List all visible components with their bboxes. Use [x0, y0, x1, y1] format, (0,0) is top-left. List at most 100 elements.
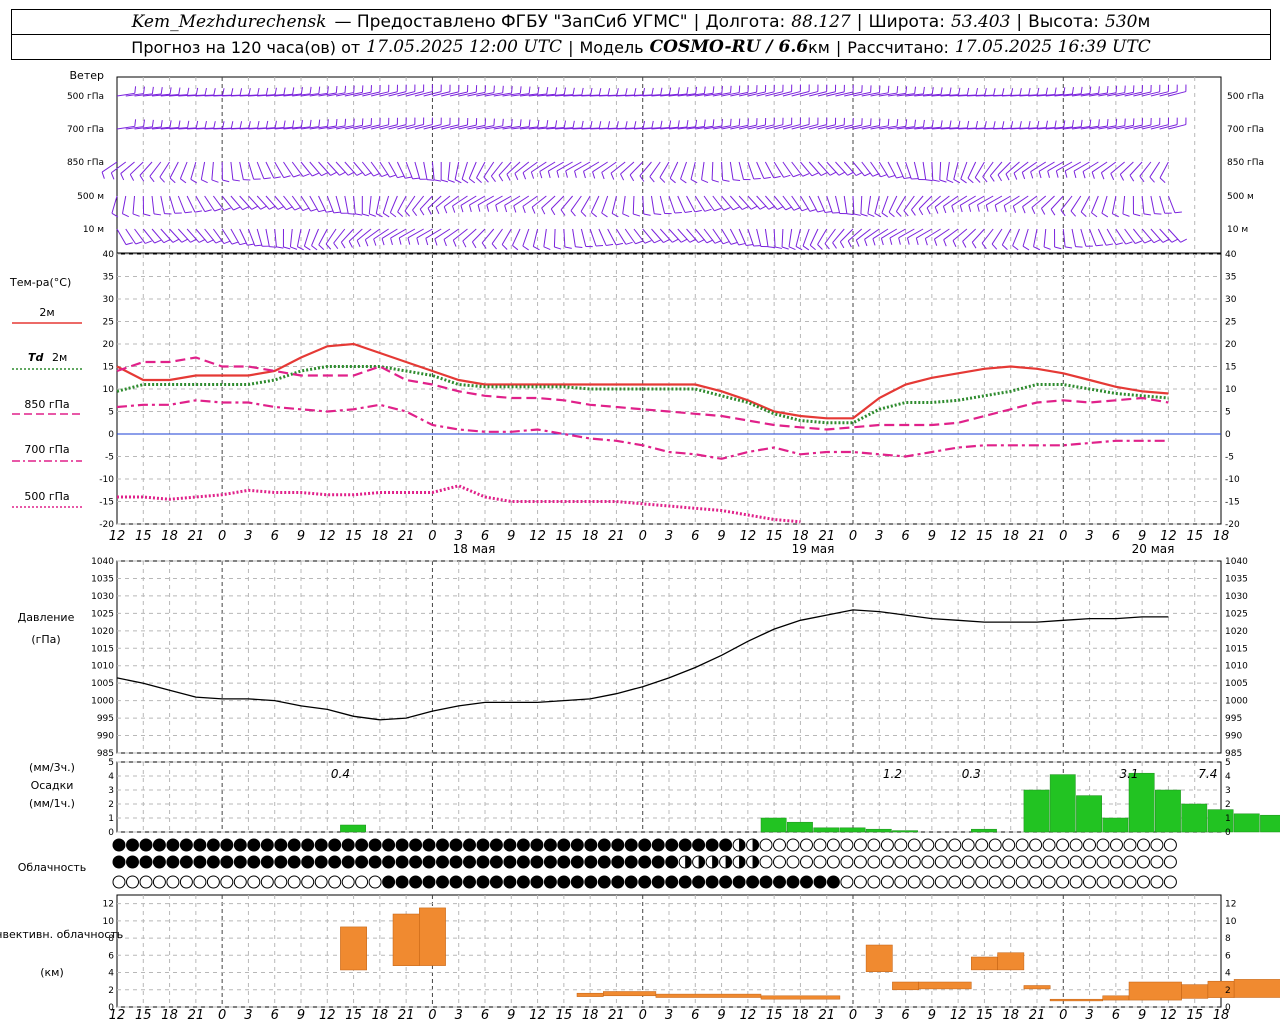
wind-barb-flag	[302, 173, 310, 177]
y-tick-label-left: 3	[108, 786, 114, 796]
wind-barb	[598, 228, 614, 246]
y-tick-label-right: -15	[1225, 498, 1240, 508]
cloud-symbol	[328, 875, 342, 889]
cloud-symbol	[948, 855, 962, 869]
legend-2m-label: 2м	[39, 306, 54, 319]
wind-barb	[449, 84, 469, 97]
wind-barb	[1139, 161, 1152, 183]
cloud-symbol	[301, 838, 315, 852]
wind-barb-flag	[143, 86, 145, 94]
wind-barb-flag	[153, 213, 162, 216]
wind-barb	[134, 119, 154, 130]
wind-barb-shaft	[1003, 195, 1020, 206]
wind-barb	[361, 195, 370, 217]
wind-barb	[151, 120, 172, 130]
wind-barb	[791, 84, 810, 97]
wind-barb-flag	[554, 87, 558, 95]
wind-barb	[1064, 161, 1082, 178]
wind-barb-shaft	[541, 195, 556, 209]
wind-barb-shaft	[800, 161, 813, 177]
pressure-line	[116, 609, 1169, 721]
wind-barb	[911, 195, 924, 216]
wind-barb-shaft	[449, 124, 468, 130]
x-hour-label-lower: 9	[928, 1008, 936, 1023]
cloud-circle	[692, 838, 706, 852]
temperature-title: Тем-ра(°C)	[9, 276, 71, 289]
wind-barb-shaft	[960, 161, 968, 180]
wind-barb-shaft	[300, 195, 312, 212]
wind-barb	[764, 161, 781, 179]
cloud-symbol	[112, 875, 126, 889]
y-tick-label-left: 1005	[91, 679, 114, 689]
cloud-symbol	[557, 875, 571, 889]
wind-barb	[419, 195, 433, 216]
wind-barb-shaft	[265, 93, 284, 97]
wind-barb-shaft	[747, 228, 755, 247]
wind-barb-flag	[680, 238, 688, 243]
x-hour-label-upper: 9	[717, 529, 725, 544]
y-tick-label-left: 10	[103, 917, 115, 927]
wind-barb-shaft	[309, 195, 320, 212]
wind-barb-shaft	[1060, 195, 1073, 211]
wind-barb	[1159, 84, 1178, 97]
wind-barb	[832, 228, 845, 249]
cloud-symbol	[570, 875, 584, 889]
wind-barb-flag	[984, 88, 987, 96]
x-hour-label-upper: 3	[1085, 529, 1093, 544]
wind-barb	[826, 161, 846, 176]
wind-barb-shaft	[101, 161, 118, 173]
wind-barb-flag	[644, 240, 652, 244]
wind-barb-flag	[125, 242, 133, 246]
cloud-symbol	[975, 838, 989, 852]
wind-barb	[756, 228, 768, 248]
legend-500-label: 500 гПа	[24, 490, 69, 503]
wind-barb-shaft	[695, 125, 714, 130]
cloud-symbol	[1042, 855, 1056, 869]
wind-barb-shaft	[1115, 124, 1134, 130]
wind-barb-flag	[570, 210, 576, 217]
wind-barb-shaft	[289, 228, 293, 247]
cloud-symbol	[530, 875, 544, 889]
cloud-symbol	[112, 838, 126, 852]
wind-barb-flag	[949, 87, 952, 95]
cloud-circle	[530, 838, 544, 852]
wind-barb-flag	[348, 213, 356, 215]
wind-barb	[808, 195, 825, 213]
wind-barb-flag	[989, 175, 995, 182]
wind-barb	[1019, 120, 1040, 130]
wind-barb-shaft	[931, 126, 950, 130]
cloud-circle	[179, 838, 193, 852]
wind-barb	[498, 161, 512, 182]
wind-barb-shaft	[1033, 228, 1038, 247]
cloud-symbol	[1150, 855, 1164, 869]
wind-barb-flag	[839, 241, 845, 249]
cloud-symbol	[1002, 855, 1016, 869]
cloud-symbol	[853, 875, 867, 889]
wind-barb-shaft	[125, 228, 137, 245]
wind-barb-flag	[390, 237, 393, 245]
cloud-circle	[260, 855, 274, 869]
wind-barb-flag	[669, 177, 676, 184]
wind-barb-flag	[163, 239, 171, 244]
station-name: Kem_Mezhdurechensk	[131, 12, 327, 32]
wind-barb-shaft	[895, 195, 907, 212]
cloud-symbol	[382, 838, 396, 852]
wind-barb-flag	[1043, 246, 1051, 250]
wind-barb	[425, 228, 442, 246]
wind-barb-flag	[598, 88, 602, 96]
wind-barb-shaft	[832, 228, 845, 244]
wind-barb-flag	[1054, 87, 1057, 95]
wind-barb-flag	[222, 88, 225, 96]
wind-barb-shaft	[738, 228, 747, 246]
cloud-symbol	[166, 838, 180, 852]
cloud-circle	[975, 838, 989, 852]
wind-barb-flag	[293, 174, 301, 178]
wind-barb	[1142, 117, 1161, 130]
cloud-circle	[975, 875, 989, 889]
wind-barb	[186, 228, 206, 243]
wind-barb-shaft	[1119, 161, 1134, 175]
wind-barb-flag	[169, 87, 172, 95]
wind-barb	[703, 195, 722, 212]
wind-barb-shaft	[729, 228, 740, 246]
cloud-symbol	[436, 875, 449, 889]
